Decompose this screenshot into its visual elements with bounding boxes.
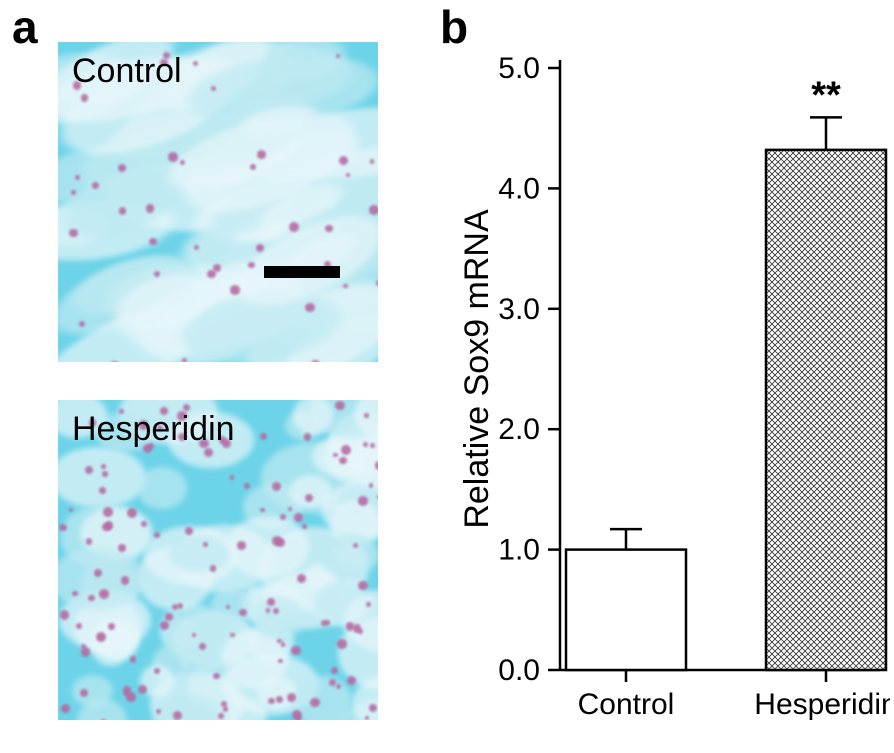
bar-control: [566, 550, 686, 670]
y-tick-label: 4.0: [498, 172, 540, 205]
x-tick-label: Control: [578, 688, 675, 721]
x-tick-label: Hesperidin: [754, 688, 890, 721]
y-tick-label: 3.0: [498, 293, 540, 326]
micrograph-hesperidin: Hesperidin: [58, 400, 378, 720]
micrograph-hesperidin-label: Hesperidin: [72, 410, 235, 449]
sox9-bar-chart: 0.0 1.0 2.0 3.0 4.0 5.0 Relative Sox9 mRNA Cont…: [460, 30, 890, 750]
y-tick-label: 2.0: [498, 413, 540, 446]
y-tick-label: 5.0: [498, 52, 540, 85]
significance-marker: **: [811, 74, 841, 116]
bar-hesperidin: [766, 150, 886, 670]
micrograph-control: Control: [58, 42, 378, 362]
micrograph-control-label: Control: [72, 52, 182, 91]
scale-bar: [264, 266, 340, 278]
panel-a-label: a: [12, 0, 38, 54]
y-tick-label: 0.0: [498, 654, 540, 687]
y-tick-label: 1.0: [498, 534, 540, 567]
y-axis-title: Relative Sox9 mRNA: [460, 209, 496, 529]
